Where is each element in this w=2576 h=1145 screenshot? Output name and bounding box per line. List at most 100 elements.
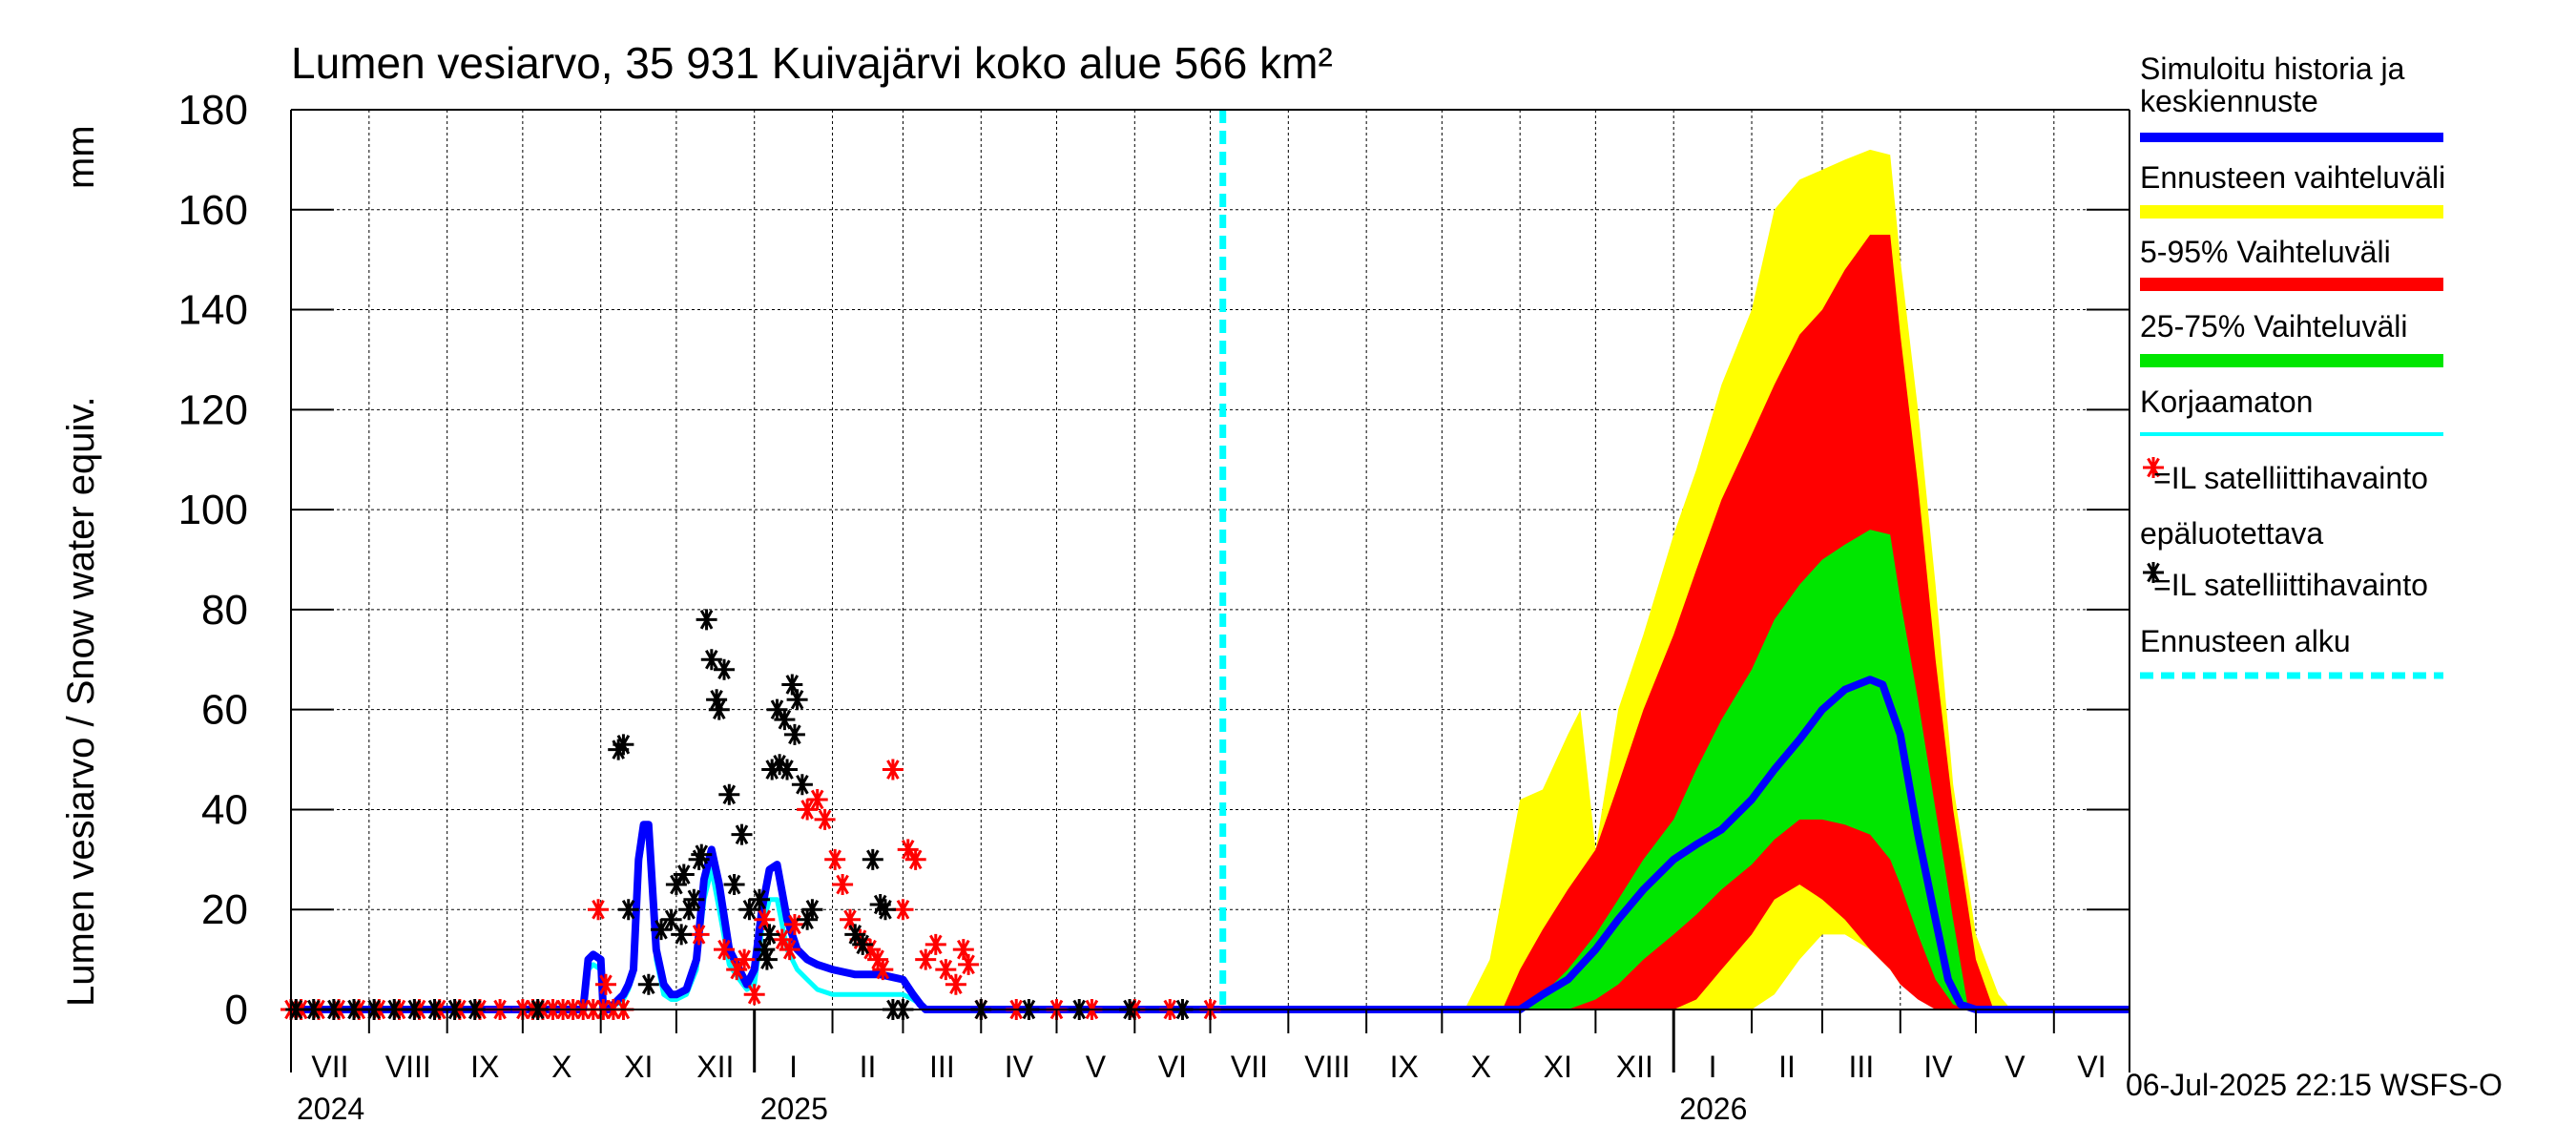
x-month-label: X: [1471, 1050, 1491, 1084]
satellite-point: [723, 874, 745, 896]
satellite-point-shape: [731, 823, 753, 845]
y-tick-label: 100: [178, 487, 248, 533]
y-tick-label: 60: [201, 687, 248, 734]
x-month-label: VII: [1231, 1050, 1268, 1084]
x-year-label: 2024: [297, 1092, 364, 1126]
legend-star-satellite-icon-shape: [2143, 562, 2164, 583]
satellite-point-shape: [723, 874, 745, 896]
satellite-point-unreliable: [783, 913, 805, 935]
satellite-point-unreliable-shape: [892, 899, 914, 921]
x-year-label: 2026: [1679, 1092, 1747, 1126]
satellite-point-unreliable-shape: [904, 848, 926, 870]
legend-label-forecast-start: Ennusteen alku: [2140, 624, 2351, 658]
satellite-point-unreliable: [840, 908, 861, 930]
satellite-point: [660, 908, 682, 930]
satellite-point: [738, 899, 760, 921]
satellite-point-shape: [637, 973, 659, 995]
legend-star-unreliable-icon-shape: [2143, 457, 2164, 478]
satellite-point-unreliable: [743, 984, 765, 1006]
satellite-point-unreliable: [952, 939, 974, 961]
satellite-point-unreliable: [958, 953, 980, 975]
satellite-point-shape: [708, 698, 730, 720]
satellite-point-unreliable-shape: [814, 808, 836, 830]
satellite-point-unreliable: [892, 899, 914, 921]
legend-star-unreliable-icon: [2143, 457, 2164, 478]
satellite-point-unreliable: [595, 973, 616, 995]
satellite-point-shape: [783, 723, 805, 745]
satellite-point-shape: [862, 848, 883, 870]
satellite-point-unreliable-shape: [872, 959, 894, 981]
satellite-point-unreliable: [814, 808, 836, 830]
satellite-point: [651, 919, 672, 941]
satellite-point-unreliable-shape: [734, 948, 756, 970]
satellite-point: [637, 973, 659, 995]
series-line-mean: [291, 676, 2129, 1013]
x-month-label: XII: [696, 1050, 734, 1084]
x-month-label: VI: [1158, 1050, 1187, 1084]
satellite-point-unreliable-shape: [935, 959, 957, 981]
satellite-point-unreliable-shape: [714, 939, 735, 961]
x-month-label: III: [929, 1050, 955, 1084]
satellite-point: [665, 874, 687, 896]
satellite-point-unreliable-shape: [779, 939, 800, 961]
y-tick-label: 120: [178, 386, 248, 433]
satellite-point-shape: [758, 924, 780, 946]
satellite-point-unreliable: [714, 939, 735, 961]
chart-title: Lumen vesiarvo, 35 931 Kuivajärvi koko a…: [291, 38, 1333, 88]
x-month-label: I: [1709, 1050, 1717, 1084]
satellite-point-unreliable-shape: [688, 924, 710, 946]
satellite-point-shape: [791, 774, 813, 796]
timestamp-label: 06-Jul-2025 22:15 WSFS-O: [2126, 1068, 2503, 1102]
satellite-point-shape: [844, 924, 866, 946]
legend-label-5-95: 5-95% Vaihteluväli: [2140, 235, 2391, 269]
satellite-point-unreliable: [872, 959, 894, 981]
satellite-point-shape: [700, 649, 722, 671]
satellite-point-shape: [777, 759, 798, 781]
satellite-point-shape: [852, 933, 874, 955]
y-tick-label: 160: [178, 187, 248, 234]
x-month-label: I: [789, 1050, 798, 1084]
satellite-point: [769, 754, 791, 776]
y-tick-label: 0: [225, 987, 248, 1033]
satellite-point-unreliable-shape: [945, 973, 966, 995]
satellite-point-shape: [691, 843, 713, 865]
satellite-point-unreliable: [904, 848, 926, 870]
x-month-label: V: [2005, 1050, 2025, 1084]
y-tick-label: 20: [201, 886, 248, 933]
x-month-label: X: [551, 1050, 571, 1084]
satellite-point: [671, 924, 693, 946]
y-tick-label: 140: [178, 287, 248, 334]
y-axis-unit: mm: [60, 125, 102, 189]
x-month-label: IX: [1390, 1050, 1419, 1084]
plot-area: [280, 109, 2129, 1020]
satellite-point-shape: [617, 899, 639, 921]
satellite-point-shape: [769, 754, 791, 776]
x-month-label: II: [860, 1050, 877, 1084]
satellite-point-shape: [696, 609, 717, 631]
satellite-point: [774, 709, 796, 731]
satellite-point-shape: [706, 689, 728, 711]
satellite-point-shape: [671, 924, 693, 946]
satellite-point: [844, 924, 866, 946]
legend-star-satellite-icon: [2143, 562, 2164, 583]
satellite-point-unreliable: [797, 799, 819, 821]
satellite-point: [761, 759, 783, 781]
satellite-point-shape: [660, 908, 682, 930]
satellite-point-unreliable: [824, 848, 846, 870]
satellite-point-unreliable-shape: [595, 973, 616, 995]
satellite-point-unreliable: [915, 948, 937, 970]
satellite-point-unreliable-shape: [958, 953, 980, 975]
satellite-point: [718, 783, 740, 805]
x-month-label: II: [1778, 1050, 1796, 1084]
satellite-point: [617, 899, 639, 921]
x-month-label: IV: [1923, 1050, 1953, 1084]
satellite-point: [731, 823, 753, 845]
satellite-point: [797, 908, 819, 930]
satellite-point: [852, 933, 874, 955]
satellite-point-unreliable: [867, 948, 889, 970]
satellite-point: [678, 899, 700, 921]
satellite-point-shape: [665, 874, 687, 896]
satellite-point: [708, 698, 730, 720]
